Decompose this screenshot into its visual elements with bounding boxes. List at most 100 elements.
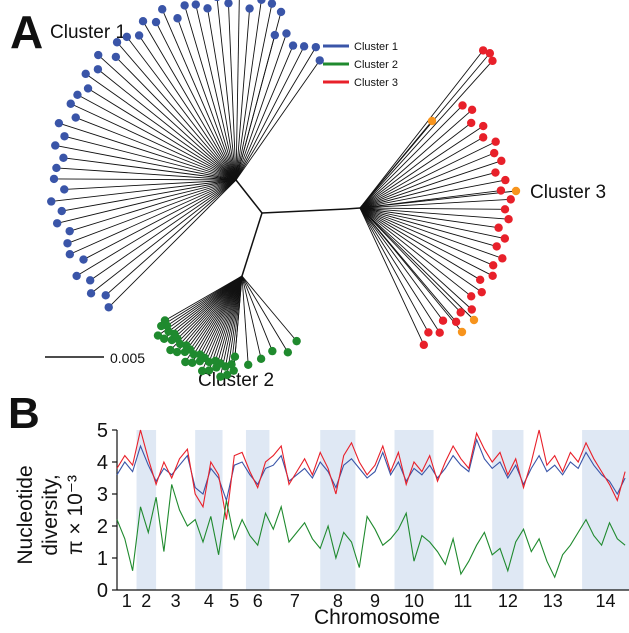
cluster-2-branch	[184, 275, 243, 363]
cluster-1b-branch	[235, 46, 305, 181]
cluster-1-branch	[105, 179, 237, 296]
cluster-1-branch	[56, 167, 237, 181]
scale-bar-label: 0.005	[110, 350, 145, 366]
cluster-3-tip	[491, 137, 500, 146]
series-line-2	[116, 429, 626, 520]
cluster-3-branch	[359, 105, 463, 209]
cluster-1-branch	[142, 20, 237, 181]
tree-tips	[47, 0, 521, 381]
cluster-1-branch	[195, 4, 237, 181]
cluster-3-branch	[359, 109, 473, 209]
cluster-2-branch	[225, 275, 243, 367]
cluster-1b-branch	[235, 45, 294, 181]
cluster-1-branch	[235, 0, 262, 181]
y-axis-label-line-3: π × 10⁻³	[64, 475, 87, 555]
cluster-1-branch	[70, 103, 237, 181]
cluster-1-tip	[85, 276, 95, 285]
cluster-2-branch	[177, 275, 243, 340]
cluster-1-branch	[58, 122, 237, 181]
cluster-1-tip	[65, 250, 75, 259]
cluster-1b-branch	[235, 33, 287, 181]
x-tick-label-chr-13: 13	[543, 591, 563, 611]
cluster-2-branch	[184, 275, 243, 353]
cluster-1-branch	[207, 8, 237, 181]
cluster-1-tip	[122, 32, 132, 42]
outlier-branch	[359, 120, 433, 209]
cluster-2-branch	[199, 275, 243, 362]
cluster-2-branch	[219, 275, 243, 377]
cluster-2-tip	[195, 350, 205, 359]
cluster-1-tip	[59, 153, 68, 163]
cluster-1-branch	[85, 73, 237, 181]
cluster-2-branch	[171, 275, 243, 341]
legend-label-cluster-3: Cluster 3	[354, 77, 398, 89]
cluster-2-branch	[168, 275, 243, 332]
cluster-2-branch	[193, 275, 243, 355]
cluster-3-branch	[359, 207, 441, 333]
cluster-1-tip	[104, 303, 113, 312]
cluster-1-tip	[134, 31, 144, 40]
cluster-1b-tip	[282, 29, 291, 38]
cluster-1b-tip	[270, 30, 280, 40]
shade-chromosome-4	[195, 430, 223, 590]
cluster-1-branch	[115, 56, 237, 181]
cluster-3-branch	[359, 136, 484, 209]
cluster-1-branch	[77, 94, 237, 181]
cluster-2-branch	[189, 275, 243, 350]
x-axis-label: Chromosome	[314, 606, 440, 629]
x-tick-label-chr-14: 14	[596, 591, 616, 611]
cluster-3-top-tip	[485, 49, 495, 58]
trunk-branch-1	[235, 179, 263, 214]
cluster-1-tip	[60, 185, 69, 194]
cluster-3-branch	[359, 207, 472, 297]
cluster-1-branch	[89, 179, 237, 281]
cluster-3-tip	[506, 195, 515, 204]
cluster-1-tip	[93, 65, 103, 74]
cluster-2-tip	[204, 366, 214, 375]
outlier-branch	[359, 207, 475, 321]
cluster-3-tip	[504, 214, 513, 224]
cluster-1-branch	[97, 68, 237, 181]
cluster-2-tip	[195, 356, 205, 366]
cluster-3-branch	[359, 207, 444, 321]
cluster-1-branch	[57, 179, 237, 224]
cluster-1-branch	[54, 178, 237, 181]
cluster-3-branch	[359, 207, 482, 293]
cluster-1-tip	[72, 271, 81, 281]
cluster-1-tip	[51, 141, 60, 150]
cluster-2-tip	[222, 370, 232, 380]
cluster-1-tip	[52, 163, 61, 173]
x-tick-label-chr-8: 8	[333, 591, 343, 611]
cluster-3-tip	[456, 308, 465, 317]
cluster-3-branch	[359, 152, 495, 209]
cluster-1-branch	[138, 35, 237, 181]
cluster-3-tip	[501, 175, 510, 185]
outlier-branch	[359, 190, 517, 209]
cluster-1b-tip	[311, 42, 321, 52]
cluster-1-tip	[49, 174, 59, 184]
cluster-2-branch	[157, 275, 243, 336]
cluster-3-tip	[435, 328, 444, 337]
cluster-3-branch	[359, 125, 484, 209]
cluster-3-tip	[492, 242, 501, 251]
y-tick-label-3: 3	[97, 484, 108, 506]
cluster-3-branch	[359, 160, 502, 209]
cluster-1-tip	[52, 219, 62, 228]
cluster-3-branch	[359, 179, 506, 209]
cluster-2-branch	[231, 275, 243, 365]
cluster-1-tip	[94, 50, 103, 60]
cluster-1-branch	[51, 179, 237, 202]
cluster-1-tip	[112, 38, 122, 47]
cluster-1-tip	[276, 7, 286, 17]
cluster-1-branch	[55, 145, 237, 181]
cluster-3-tip	[490, 148, 499, 158]
cluster-2b-branch	[241, 275, 297, 342]
cluster-3-top-branch	[359, 50, 484, 209]
cluster-2-branch	[214, 275, 243, 362]
cluster-1b-branch	[235, 60, 321, 181]
cluster-2-tip	[211, 356, 220, 366]
legend-label-cluster-1: Cluster 1	[354, 41, 398, 53]
cluster-1-tip	[191, 0, 200, 9]
outlier-tip	[457, 327, 467, 337]
